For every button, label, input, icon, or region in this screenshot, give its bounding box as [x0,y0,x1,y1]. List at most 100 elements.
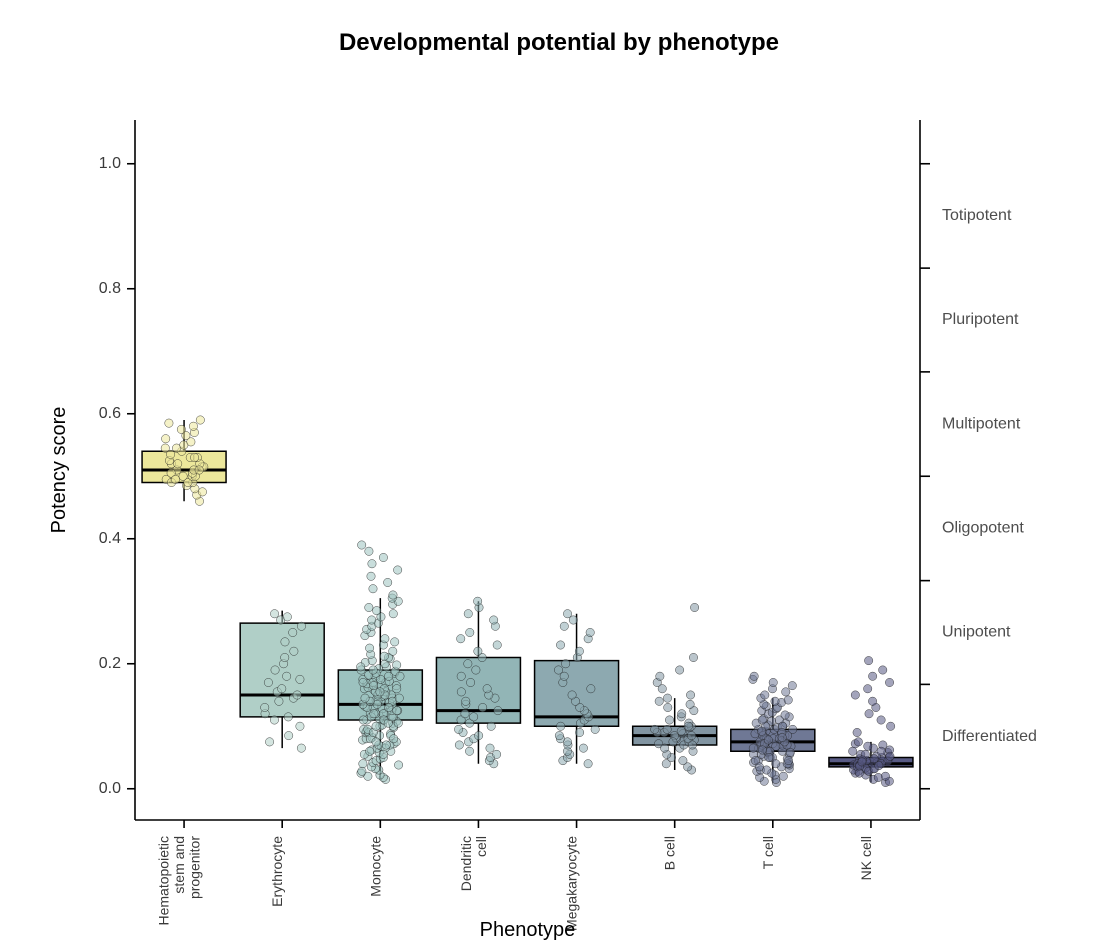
data-point [189,422,197,430]
data-point [679,756,687,764]
data-point [464,660,472,668]
data-point [281,653,289,661]
data-point [198,488,206,496]
data-point [885,678,893,686]
data-point [686,691,694,699]
data-point [848,747,856,755]
data-point [487,722,495,730]
x-axis-label: Phenotype [480,919,576,941]
boxplot-chart: Developmental potential by phenotype0.00… [0,0,1118,950]
data-point [179,472,187,480]
data-point [864,742,872,750]
data-point [764,736,772,744]
x-tick-label: Erythrocyte [269,836,285,907]
data-point [173,460,181,468]
data-point [786,748,794,756]
data-point [469,713,477,721]
data-point [690,603,698,611]
data-point [586,628,594,636]
data-point [177,425,185,433]
data-point [466,628,474,636]
data-point [390,638,398,646]
data-point [296,722,304,730]
data-point [758,727,766,735]
data-point [771,697,779,705]
x-tick-label: B cell [662,836,678,870]
data-point [370,710,378,718]
data-point [684,722,692,730]
right-axis-label: Differentiated [942,728,1037,745]
data-point [686,700,694,708]
data-point [462,697,470,705]
x-tick-label: Megakaryocyte [564,836,580,931]
x-tick-label: T cell [760,836,776,869]
data-point [554,666,562,674]
data-point [855,769,863,777]
data-point [474,647,482,655]
data-point [474,731,482,739]
data-point [466,678,474,686]
data-point [359,716,367,724]
data-point [886,752,894,760]
data-point [393,566,401,574]
data-point [379,553,387,561]
data-point [868,672,876,680]
data-point [385,703,393,711]
data-point [372,738,380,746]
data-point [492,750,500,758]
data-point [284,713,292,721]
data-point [365,747,373,755]
data-point [457,635,465,643]
data-point [265,738,273,746]
data-point [875,761,883,769]
data-point [555,731,563,739]
data-point [788,681,796,689]
data-point [389,735,397,743]
data-point [579,744,587,752]
data-point [190,453,198,461]
data-point [358,767,366,775]
data-point [365,603,373,611]
series-group [436,597,520,768]
data-point [293,691,301,699]
svg-text:Monocyte: Monocyte [367,836,383,897]
data-point [772,742,780,750]
data-point [584,760,592,768]
series-group [829,656,913,786]
data-point [464,610,472,618]
data-point [765,753,773,761]
data-point [591,725,599,733]
data-point [851,691,859,699]
data-point [655,697,663,705]
data-point [858,758,866,766]
data-point [383,578,391,586]
svg-text:Dendriticcell: Dendriticcell [458,836,489,891]
y-tick-label: 1.0 [99,155,121,172]
data-point [669,738,677,746]
data-point [687,731,695,739]
data-point [755,763,763,771]
data-point [877,716,885,724]
svg-text:Erythrocyte: Erythrocyte [269,836,285,907]
data-point [284,731,292,739]
data-point [483,685,491,693]
data-point [281,638,289,646]
data-point [382,741,390,749]
data-point [271,666,279,674]
data-point [761,691,769,699]
data-point [359,678,367,686]
data-point [278,685,286,693]
x-tick-label: Monocyte [367,836,383,897]
data-point [663,694,671,702]
data-point [465,747,473,755]
data-point [779,772,787,780]
data-point [454,725,462,733]
x-tick-label: Dendriticcell [458,836,489,891]
data-point [750,672,758,680]
data-point [758,746,766,754]
data-point [369,681,377,689]
data-point [678,710,686,718]
data-point [863,685,871,693]
data-point [575,647,583,655]
svg-text:Megakaryocyte: Megakaryocyte [564,836,580,931]
